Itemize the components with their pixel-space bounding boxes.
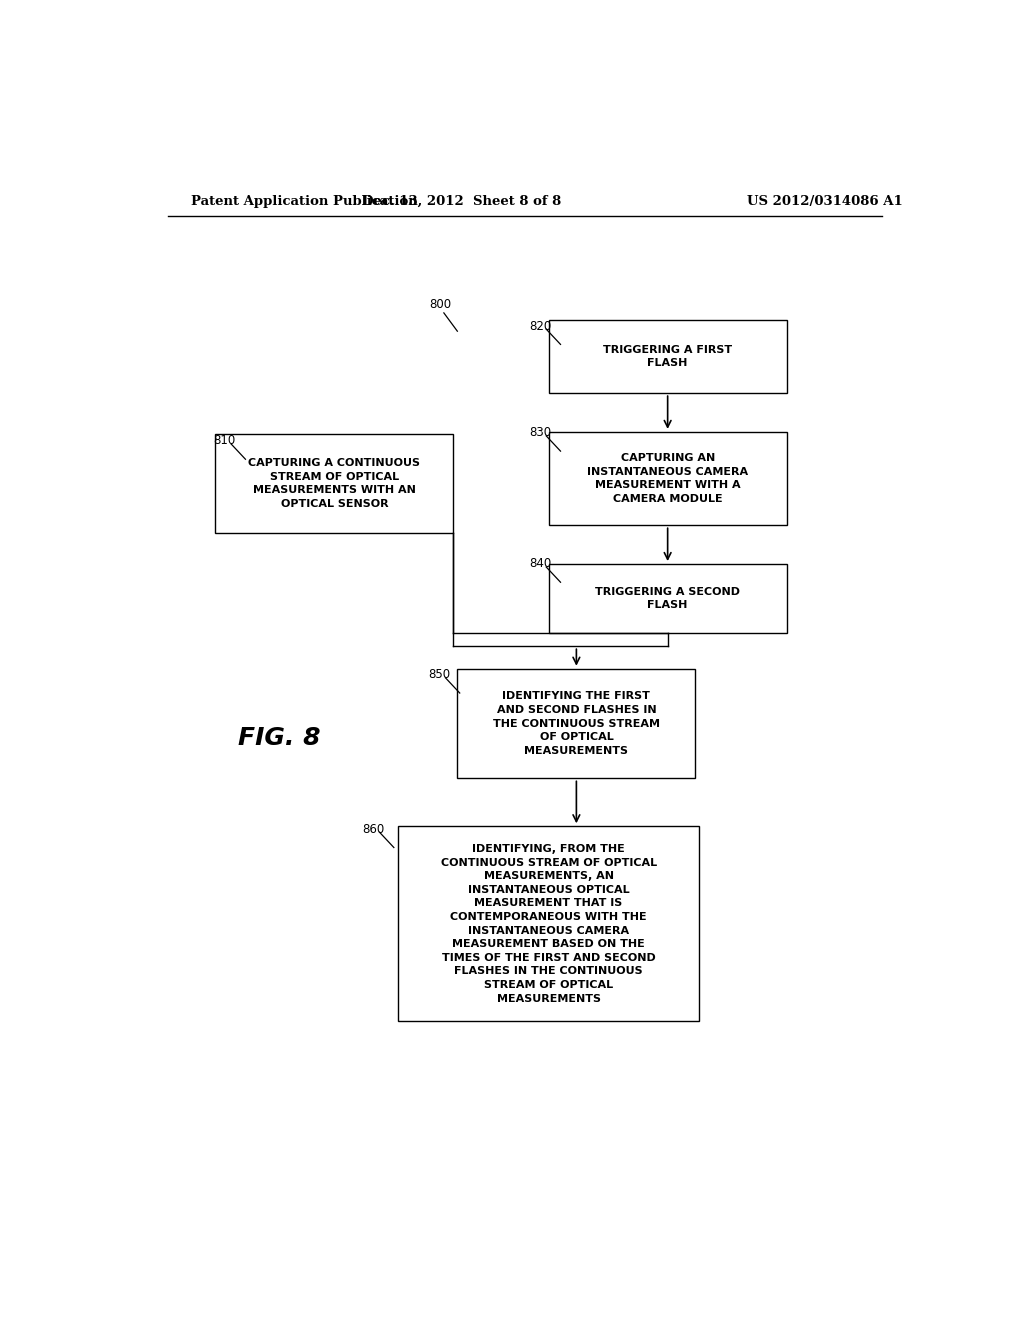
Text: TRIGGERING A SECOND
FLASH: TRIGGERING A SECOND FLASH xyxy=(595,586,740,610)
Text: US 2012/0314086 A1: US 2012/0314086 A1 xyxy=(748,194,903,207)
FancyBboxPatch shape xyxy=(549,319,786,393)
Text: 860: 860 xyxy=(362,822,384,836)
FancyBboxPatch shape xyxy=(215,434,454,533)
Text: IDENTIFYING THE FIRST
AND SECOND FLASHES IN
THE CONTINUOUS STREAM
OF OPTICAL
MEA: IDENTIFYING THE FIRST AND SECOND FLASHES… xyxy=(493,692,659,756)
Text: 810: 810 xyxy=(214,434,236,447)
Text: IDENTIFYING, FROM THE
CONTINUOUS STREAM OF OPTICAL
MEASUREMENTS, AN
INSTANTANEOU: IDENTIFYING, FROM THE CONTINUOUS STREAM … xyxy=(440,843,656,1003)
Text: 850: 850 xyxy=(428,668,451,681)
Text: CAPTURING A CONTINUOUS
STREAM OF OPTICAL
MEASUREMENTS WITH AN
OPTICAL SENSOR: CAPTURING A CONTINUOUS STREAM OF OPTICAL… xyxy=(249,458,420,510)
FancyBboxPatch shape xyxy=(549,432,786,525)
FancyBboxPatch shape xyxy=(549,564,786,634)
Text: TRIGGERING A FIRST
FLASH: TRIGGERING A FIRST FLASH xyxy=(603,345,732,368)
FancyBboxPatch shape xyxy=(397,826,699,1022)
Text: 820: 820 xyxy=(528,319,551,333)
Text: Dec. 13, 2012  Sheet 8 of 8: Dec. 13, 2012 Sheet 8 of 8 xyxy=(361,194,561,207)
Text: CAPTURING AN
INSTANTANEOUS CAMERA
MEASUREMENT WITH A
CAMERA MODULE: CAPTURING AN INSTANTANEOUS CAMERA MEASUR… xyxy=(587,453,749,504)
Text: FIG. 8: FIG. 8 xyxy=(238,726,321,750)
Text: 830: 830 xyxy=(528,426,551,440)
FancyBboxPatch shape xyxy=(458,669,695,779)
Text: 800: 800 xyxy=(430,298,452,312)
Text: Patent Application Publication: Patent Application Publication xyxy=(191,194,418,207)
Text: 840: 840 xyxy=(528,557,551,570)
